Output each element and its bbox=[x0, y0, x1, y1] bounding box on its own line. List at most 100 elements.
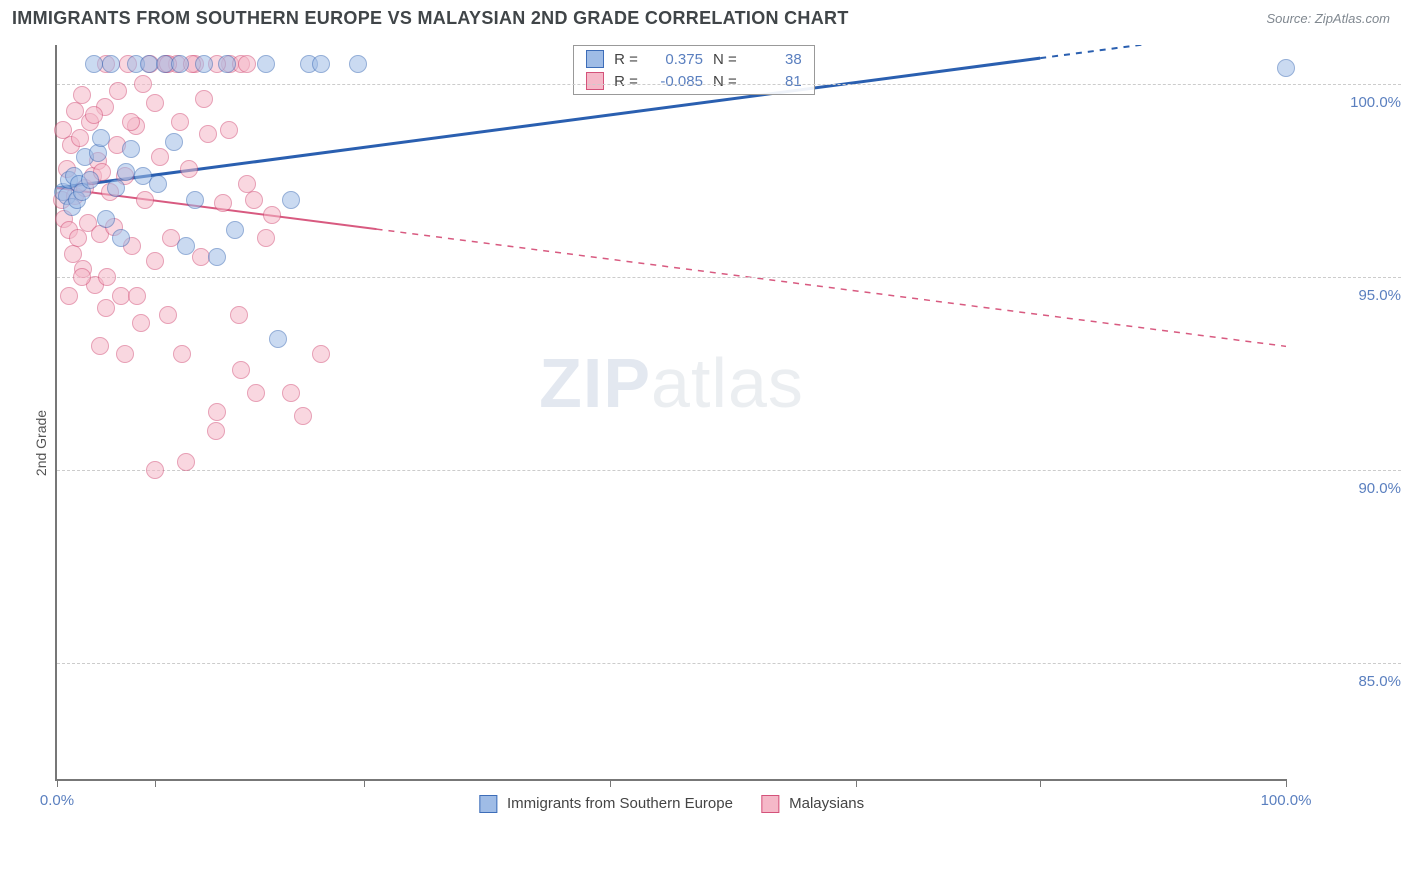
plot-area: ZIPatlas R = 0.375 N = 38 R = -0.085 N =… bbox=[55, 45, 1286, 781]
legend-item-pink: Malaysians bbox=[761, 795, 864, 813]
legend-label-pink: Malaysians bbox=[789, 795, 864, 812]
scatter-point-blue bbox=[117, 163, 135, 181]
scatter-point-pink bbox=[232, 361, 250, 379]
legend-label-blue: Immigrants from Southern Europe bbox=[507, 795, 733, 812]
scatter-point-blue bbox=[1277, 59, 1295, 77]
scatter-point-pink bbox=[180, 160, 198, 178]
r-label: R = bbox=[614, 51, 638, 68]
legend-item-blue: Immigrants from Southern Europe bbox=[479, 795, 733, 813]
y-tick-label: 90.0% bbox=[1291, 480, 1401, 497]
scatter-point-blue bbox=[112, 229, 130, 247]
r-label: R = bbox=[614, 73, 638, 90]
scatter-point-pink bbox=[54, 121, 72, 139]
correlation-row-blue: R = 0.375 N = 38 bbox=[574, 48, 814, 70]
r-value-blue: 0.375 bbox=[648, 51, 703, 68]
y-axis-label: 2nd Grade bbox=[33, 410, 49, 476]
scatter-point-pink bbox=[263, 206, 281, 224]
x-tick bbox=[1286, 779, 1287, 787]
correlation-swatch-blue bbox=[586, 50, 604, 68]
scatter-point-pink bbox=[66, 102, 84, 120]
header: IMMIGRANTS FROM SOUTHERN EUROPE VS MALAY… bbox=[0, 0, 1406, 33]
correlation-row-pink: R = -0.085 N = 81 bbox=[574, 70, 814, 92]
scatter-point-pink bbox=[69, 229, 87, 247]
grid-line bbox=[57, 470, 1401, 471]
y-tick-label: 100.0% bbox=[1291, 94, 1401, 111]
scatter-point-pink bbox=[257, 229, 275, 247]
scatter-point-pink bbox=[173, 345, 191, 363]
scatter-point-blue bbox=[312, 55, 330, 73]
scatter-point-pink bbox=[132, 314, 150, 332]
legend: Immigrants from Southern Europe Malaysia… bbox=[479, 795, 864, 813]
scatter-point-pink bbox=[247, 384, 265, 402]
n-value-blue: 38 bbox=[747, 51, 802, 68]
scatter-point-pink bbox=[245, 191, 263, 209]
scatter-point-blue bbox=[107, 179, 125, 197]
scatter-point-pink bbox=[146, 94, 164, 112]
scatter-point-blue bbox=[208, 248, 226, 266]
trend-lines bbox=[57, 45, 1286, 779]
scatter-point-blue bbox=[102, 55, 120, 73]
scatter-point-pink bbox=[195, 90, 213, 108]
scatter-point-blue bbox=[149, 175, 167, 193]
scatter-point-pink bbox=[238, 55, 256, 73]
n-value-pink: 81 bbox=[747, 73, 802, 90]
scatter-point-pink bbox=[177, 453, 195, 471]
watermark: ZIPatlas bbox=[539, 343, 804, 423]
scatter-point-pink bbox=[97, 299, 115, 317]
scatter-point-pink bbox=[91, 337, 109, 355]
scatter-point-blue bbox=[177, 237, 195, 255]
scatter-point-blue bbox=[97, 210, 115, 228]
source-attribution: Source: ZipAtlas.com bbox=[1266, 11, 1390, 26]
n-label: N = bbox=[713, 51, 737, 68]
scatter-point-blue bbox=[89, 144, 107, 162]
scatter-point-blue bbox=[171, 55, 189, 73]
x-tick bbox=[1040, 779, 1041, 787]
grid-line bbox=[57, 277, 1401, 278]
scatter-point-pink bbox=[71, 129, 89, 147]
chart-container: 2nd Grade ZIPatlas R = 0.375 N = 38 R = … bbox=[0, 33, 1406, 853]
scatter-point-pink bbox=[109, 82, 127, 100]
scatter-point-pink bbox=[294, 407, 312, 425]
r-value-pink: -0.085 bbox=[648, 73, 703, 90]
x-tick bbox=[155, 779, 156, 787]
watermark-bold: ZIP bbox=[539, 344, 651, 422]
scatter-point-pink bbox=[98, 268, 116, 286]
scatter-point-blue bbox=[269, 330, 287, 348]
scatter-point-pink bbox=[128, 287, 146, 305]
grid-line bbox=[57, 84, 1401, 85]
scatter-point-pink bbox=[116, 345, 134, 363]
scatter-point-pink bbox=[73, 268, 91, 286]
scatter-point-pink bbox=[134, 75, 152, 93]
correlation-swatch-pink bbox=[586, 72, 604, 90]
scatter-point-blue bbox=[195, 55, 213, 73]
scatter-point-blue bbox=[349, 55, 367, 73]
scatter-point-blue bbox=[257, 55, 275, 73]
scatter-point-pink bbox=[214, 194, 232, 212]
x-tick-label-min: 0.0% bbox=[40, 792, 74, 809]
scatter-point-pink bbox=[208, 403, 226, 421]
scatter-point-pink bbox=[282, 384, 300, 402]
grid-line bbox=[57, 663, 1401, 664]
legend-swatch-pink bbox=[761, 795, 779, 813]
scatter-point-blue bbox=[282, 191, 300, 209]
x-tick bbox=[610, 779, 611, 787]
scatter-point-pink bbox=[60, 287, 78, 305]
x-tick-label-max: 100.0% bbox=[1261, 792, 1312, 809]
x-tick bbox=[364, 779, 365, 787]
scatter-point-pink bbox=[220, 121, 238, 139]
trend-line-blue-dashed bbox=[1040, 45, 1286, 58]
scatter-point-pink bbox=[159, 306, 177, 324]
chart-title: IMMIGRANTS FROM SOUTHERN EUROPE VS MALAY… bbox=[12, 8, 849, 29]
scatter-point-pink bbox=[146, 461, 164, 479]
trend-line-pink-dashed bbox=[377, 229, 1286, 346]
scatter-point-pink bbox=[136, 191, 154, 209]
scatter-point-blue bbox=[92, 129, 110, 147]
scatter-point-pink bbox=[85, 106, 103, 124]
scatter-point-blue bbox=[165, 133, 183, 151]
scatter-point-pink bbox=[207, 422, 225, 440]
correlation-legend: R = 0.375 N = 38 R = -0.085 N = 81 bbox=[573, 45, 815, 95]
scatter-point-blue bbox=[122, 140, 140, 158]
x-tick bbox=[856, 779, 857, 787]
y-tick-label: 95.0% bbox=[1291, 287, 1401, 304]
scatter-point-pink bbox=[230, 306, 248, 324]
